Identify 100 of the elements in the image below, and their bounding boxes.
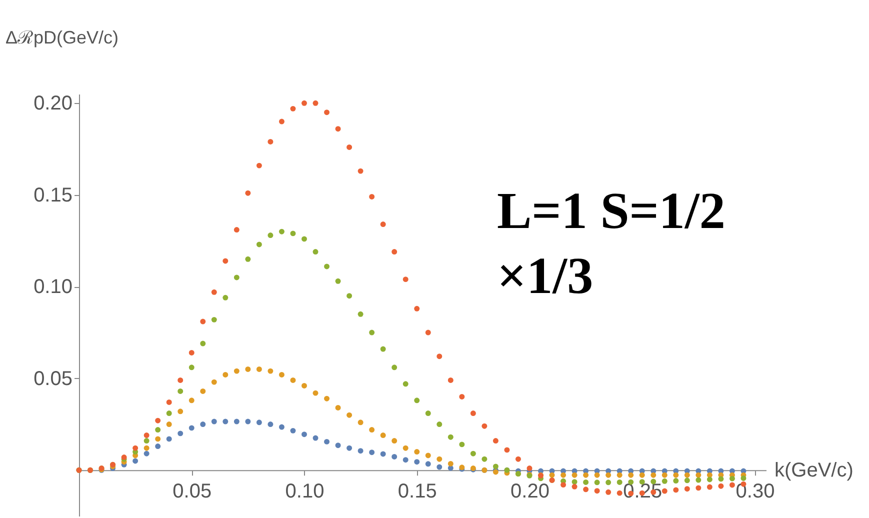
point xyxy=(245,256,251,262)
point xyxy=(245,366,251,372)
x-tick-label: 0.15 xyxy=(398,480,437,503)
point xyxy=(402,445,408,451)
point xyxy=(302,100,307,106)
point xyxy=(380,451,386,457)
point xyxy=(718,483,724,489)
point xyxy=(392,249,398,255)
point xyxy=(144,432,150,438)
point xyxy=(166,410,172,416)
point xyxy=(650,472,656,478)
point xyxy=(448,434,454,440)
point xyxy=(278,118,284,124)
point xyxy=(268,232,274,238)
point xyxy=(200,340,206,346)
point xyxy=(436,456,442,462)
point xyxy=(234,368,240,374)
point xyxy=(211,379,217,385)
point xyxy=(188,425,194,431)
point xyxy=(144,450,150,456)
point xyxy=(188,364,194,370)
point xyxy=(166,400,172,405)
point xyxy=(696,472,702,478)
y-tick-label: 0.05 xyxy=(34,368,72,390)
point xyxy=(312,390,318,396)
point xyxy=(358,448,364,454)
point xyxy=(290,230,296,236)
point xyxy=(346,445,352,451)
point xyxy=(256,420,262,426)
point xyxy=(414,459,420,465)
point xyxy=(268,368,274,374)
point xyxy=(662,478,668,484)
point xyxy=(414,449,420,455)
point xyxy=(470,410,476,416)
point xyxy=(155,418,161,424)
point xyxy=(211,316,217,322)
point xyxy=(312,100,318,106)
point xyxy=(448,460,454,466)
point xyxy=(245,418,251,424)
point xyxy=(178,408,184,414)
point xyxy=(572,472,578,478)
point xyxy=(639,472,645,478)
point xyxy=(436,354,442,360)
point xyxy=(492,438,498,444)
point xyxy=(144,438,150,444)
point xyxy=(673,472,679,478)
point xyxy=(335,278,341,284)
y-tick-label: 0.20 xyxy=(34,92,72,115)
point xyxy=(594,472,600,478)
point xyxy=(222,372,228,378)
point xyxy=(572,484,578,490)
point xyxy=(673,478,679,484)
point xyxy=(188,398,194,404)
point xyxy=(222,294,228,300)
point xyxy=(594,480,600,486)
point xyxy=(290,428,296,434)
point xyxy=(628,472,634,478)
point xyxy=(346,144,352,150)
point xyxy=(684,472,690,478)
point xyxy=(278,424,284,430)
point xyxy=(526,466,532,472)
point xyxy=(256,242,262,248)
point xyxy=(290,377,296,383)
point xyxy=(245,190,251,196)
point xyxy=(369,450,375,456)
point xyxy=(459,394,465,400)
point xyxy=(132,458,138,464)
point xyxy=(729,476,735,482)
point xyxy=(178,430,184,436)
point xyxy=(211,418,217,424)
point xyxy=(358,168,364,174)
point xyxy=(324,396,330,402)
point xyxy=(583,480,589,485)
y-tick-label: 0.15 xyxy=(34,184,72,206)
point xyxy=(560,472,566,478)
point xyxy=(684,478,690,484)
point xyxy=(436,422,442,427)
point xyxy=(200,388,206,394)
point xyxy=(155,436,161,442)
point xyxy=(729,482,735,488)
point xyxy=(616,472,622,478)
point xyxy=(696,477,702,483)
x-tick-label: 0.05 xyxy=(172,480,212,503)
point xyxy=(324,438,330,444)
point xyxy=(369,427,375,432)
x-tick-label: 0.20 xyxy=(510,480,550,503)
point xyxy=(740,475,746,481)
point xyxy=(706,476,712,482)
x-axis-title: k(GeV/c) xyxy=(774,460,854,482)
point xyxy=(312,435,318,441)
annotation: ×1/3 xyxy=(497,248,594,305)
point xyxy=(358,311,364,317)
point xyxy=(166,436,172,442)
point xyxy=(482,423,488,429)
point xyxy=(706,484,712,490)
point xyxy=(178,388,184,394)
point xyxy=(290,106,296,112)
y-axis-title: ΔℛpD(GeV/c) xyxy=(6,28,119,48)
point xyxy=(380,346,386,352)
point xyxy=(436,464,442,470)
